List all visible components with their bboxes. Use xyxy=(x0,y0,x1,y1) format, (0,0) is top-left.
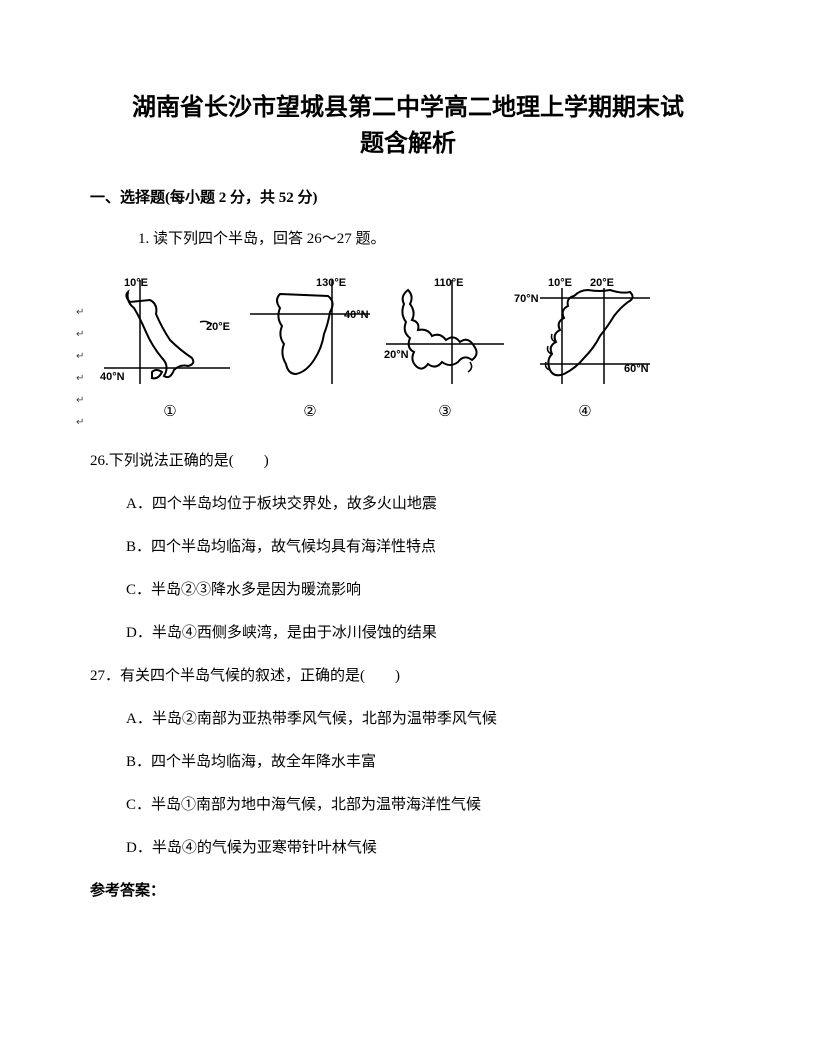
enum-3: ③ xyxy=(380,402,510,421)
title-line1: 湖南省长沙市望城县第二中学高二地理上学期期末试 xyxy=(90,90,726,126)
q27-opt-a: A．半岛②南部为亚热带季风气候，北部为温带季风气候 xyxy=(126,707,726,728)
section-heading: 一、选择题(每小题 2 分，共 52 分) xyxy=(90,186,726,207)
q26-opt-a: A．四个半岛均位于板块交界处，故多火山地震 xyxy=(126,492,726,513)
map-panel-3: 110°E 20°N xyxy=(380,272,510,392)
q26-opt-b: B．四个半岛均临海，故气候均具有海洋性特点 xyxy=(126,535,726,556)
q27-opt-d: D．半岛④的气候为亚寒带针叶林气候 xyxy=(126,836,726,857)
enum-4: ④ xyxy=(510,402,660,421)
lon-label: 130°E xyxy=(316,277,346,289)
enum-1: ① xyxy=(100,402,240,421)
q26-opt-d: D．半岛④西侧多峡湾，是由于冰川侵蚀的结果 xyxy=(126,621,726,642)
lat-label: 40°N xyxy=(344,309,369,321)
lon-label: 10°E xyxy=(124,277,148,289)
map-panel-2: 130°E 40°N xyxy=(240,272,380,392)
figure-row: 10°E 20°E 40°N 130°E 40°N 110°E 20°N xyxy=(100,272,726,392)
margin-marks: ↵↵↵↵↵↵ xyxy=(76,302,84,434)
lon-label: 110°E xyxy=(434,277,463,289)
q26-opt-c: C．半岛②③降水多是因为暖流影响 xyxy=(126,578,726,599)
map-panel-1: 10°E 20°E 40°N xyxy=(100,272,240,392)
panel-enums: ① ② ③ ④ xyxy=(100,402,726,421)
lat2-label: 60°N xyxy=(624,363,649,375)
lat1-label: 70°N xyxy=(514,293,539,305)
lat-label: 40°N xyxy=(100,371,125,383)
answer-label: 参考答案： xyxy=(90,879,726,900)
q27-opt-c: C．半岛①南部为地中海气候，北部为温带海洋性气候 xyxy=(126,793,726,814)
lon1-label: 10°E xyxy=(548,277,572,289)
q26-line: 26.下列说法正确的是( ) xyxy=(90,449,726,470)
enum-2: ② xyxy=(240,402,380,421)
lon2-label: 20°E xyxy=(590,277,614,289)
q27-line: 27．有关四个半岛气候的叙述，正确的是( ) xyxy=(90,664,726,685)
page-title: 湖南省长沙市望城县第二中学高二地理上学期期末试 题含解析 xyxy=(90,90,726,162)
question-stem: 1. 读下列四个半岛，回答 26～27 题。 xyxy=(138,227,726,248)
q27-opt-b: B．四个半岛均临海，故全年降水丰富 xyxy=(126,750,726,771)
title-line2: 题含解析 xyxy=(90,126,726,162)
map-panel-4: 10°E 20°E 70°N 60°N xyxy=(510,272,660,392)
lat-label: 20°N xyxy=(384,349,409,361)
